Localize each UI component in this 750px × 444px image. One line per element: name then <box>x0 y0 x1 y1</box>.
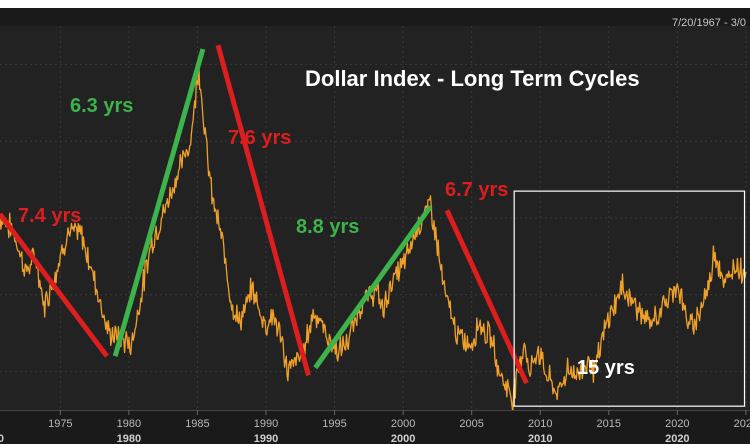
x-tick-label: 1980 <box>117 418 141 430</box>
x-decade-label: 2020 <box>665 433 689 444</box>
x-tick-label: 2020 <box>665 418 689 430</box>
cycle-label-2: 6.3 yrs <box>70 95 133 117</box>
cycle-label-1: 7.4 yrs <box>18 205 81 227</box>
x-decade-label: 1980 <box>117 433 141 444</box>
x-decade-label: 2010 <box>528 433 552 444</box>
chart-header-bar: 7/20/1967 - 3/0 <box>0 8 750 29</box>
x-decade-label: 1990 <box>254 433 278 444</box>
top-strip <box>0 0 750 8</box>
x-tick-label: 2000 <box>391 418 415 430</box>
x-tick-label: 2015 <box>597 418 621 430</box>
x-axis: 1975 1980 1985 1990 1995 2000 2005 2010 2015 2020… <box>0 410 750 444</box>
dollar-index-line <box>0 61 747 414</box>
gridlines <box>0 26 750 410</box>
x-decade-label: 1970 <box>0 433 4 444</box>
x-tick-label: 2005 <box>459 418 483 430</box>
cycle-trend-line-5 <box>444 209 529 385</box>
x-axis-background <box>0 410 750 444</box>
cycle-trend-line-1 <box>0 212 109 358</box>
cycle-annotations: 7.4 yrs 6.3 yrs 7.6 yrs 8.8 yrs 6.7 yrs <box>0 44 529 385</box>
cycle-trend-line-2 <box>112 48 206 357</box>
chart-title: Dollar Index - Long Term Cycles <box>305 66 640 91</box>
cycle-trend-line-4 <box>313 205 433 370</box>
cycle-label-5: 6.7 yrs <box>445 179 508 201</box>
consolidation-box: 15 yrs <box>513 190 746 407</box>
x-tick-label: 1985 <box>185 418 209 430</box>
cycle-trend-line-3 <box>215 44 311 377</box>
date-range-label: 7/20/1967 - 3/0 <box>671 17 746 29</box>
x-tick-label: 2010 <box>528 418 552 430</box>
x-tick-label: 2025 <box>734 418 750 430</box>
cycle-label-4: 8.8 yrs <box>296 216 359 238</box>
x-decade-label: 2000 <box>391 433 415 444</box>
cycle-label-3: 7.6 yrs <box>228 127 291 149</box>
x-tick-label: 1995 <box>322 418 346 430</box>
consolidation-box-label: 15 yrs <box>577 357 635 379</box>
x-tick-label: 1975 <box>48 418 72 430</box>
consolidation-box-outline <box>513 190 746 407</box>
x-tick-label: 1990 <box>254 418 278 430</box>
